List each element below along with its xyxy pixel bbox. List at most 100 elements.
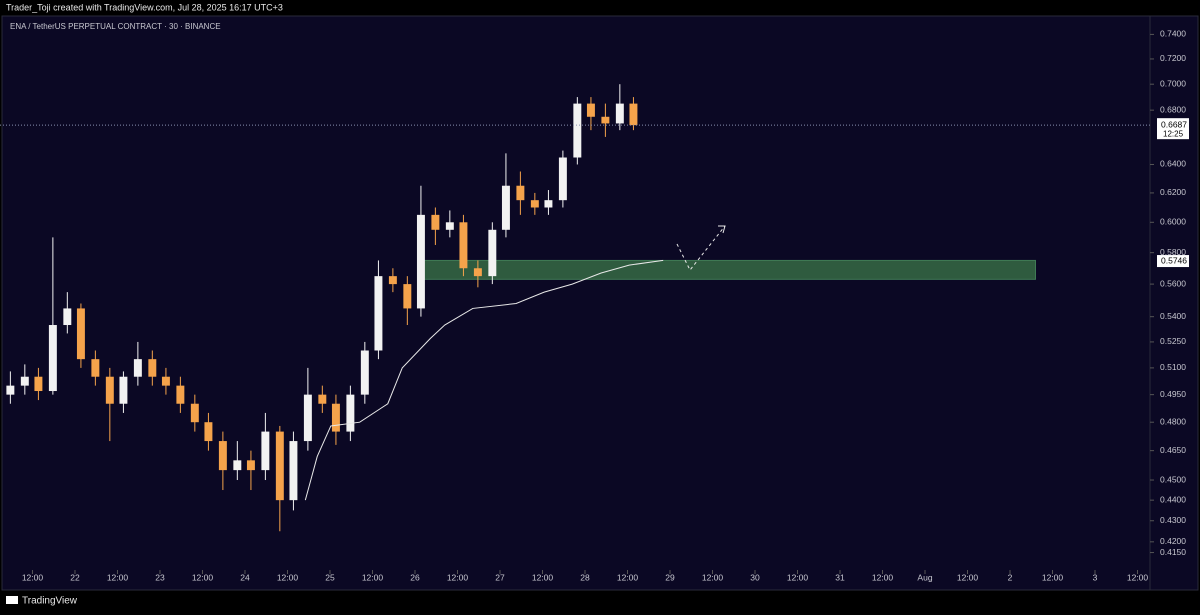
chart-panel	[1, 15, 1199, 591]
y-tick-label: 0.5100	[1160, 362, 1186, 372]
x-tick-label: 27	[495, 572, 505, 582]
candle-body	[403, 284, 412, 309]
candle-body	[275, 431, 284, 501]
y-tick-label: 0.6400	[1160, 159, 1186, 169]
candle-body	[176, 385, 185, 404]
logo	[6, 596, 18, 604]
x-tick-label: 24	[240, 572, 250, 582]
footer: TradingView	[22, 596, 78, 607]
x-tick-label: Aug	[917, 572, 932, 582]
candle-body	[119, 376, 128, 404]
x-tick-label: 28	[580, 572, 590, 582]
support-zone	[422, 259, 1037, 280]
x-tick-label: 12:00	[787, 572, 809, 582]
x-tick-label: 25	[325, 572, 335, 582]
x-tick-label: 12:00	[872, 572, 894, 582]
x-tick-label: 12:00	[362, 572, 384, 582]
candle-body	[558, 157, 567, 201]
candle-body	[91, 359, 100, 377]
y-tick-label: 0.5800	[1160, 247, 1186, 257]
zone-price-label: 0.5746	[1161, 255, 1187, 265]
projection-arrow	[676, 225, 726, 271]
vwap-line	[304, 259, 664, 501]
zone-price-tag	[1157, 255, 1189, 268]
x-tick-label: 12:00	[1042, 572, 1064, 582]
candle-body	[374, 276, 383, 351]
candle-body	[20, 376, 29, 386]
y-tick-label: 0.6800	[1160, 104, 1186, 114]
candle-body	[416, 214, 425, 309]
candle-body	[190, 403, 199, 423]
arrow-head	[718, 225, 726, 234]
candle-body	[615, 103, 624, 124]
candle-body	[388, 276, 397, 285]
candle-body	[501, 185, 510, 230]
x-tick-label: 12:00	[447, 572, 469, 582]
candle-body	[530, 200, 539, 208]
candle-body	[233, 460, 242, 471]
candle-body	[6, 385, 15, 395]
candle-body	[586, 103, 595, 117]
x-tick-label: 12:00	[107, 572, 129, 582]
y-tick-label: 0.7400	[1160, 29, 1186, 39]
candle-body	[544, 200, 553, 208]
footer-bar	[0, 591, 1200, 610]
candle-body	[445, 222, 454, 230]
x-tick-label: 12:00	[192, 572, 214, 582]
symbol-title: ENA / TetherUS PERPETUAL CONTRACT · 30 ·…	[10, 22, 221, 31]
x-tick-label: 2	[1008, 572, 1013, 582]
candle-body	[148, 359, 157, 377]
x-tick-label: 12:00	[617, 572, 639, 582]
candle-body	[488, 229, 497, 277]
x-tick-label: 26	[410, 572, 420, 582]
candle-body	[573, 103, 582, 158]
candle-body	[161, 376, 170, 386]
x-tick-label: 12:00	[702, 572, 724, 582]
candle-body	[48, 325, 57, 392]
last-price-tag	[1157, 118, 1189, 140]
candle-body	[76, 308, 85, 360]
y-tick-label: 0.4400	[1160, 494, 1186, 504]
x-tick-label: 3	[1093, 572, 1098, 582]
y-tick-label: 0.7200	[1160, 53, 1186, 63]
candle-body	[289, 441, 298, 501]
candle-body	[331, 403, 340, 432]
candle-body	[318, 394, 327, 404]
header: Trader_Toji created with TradingView.com…	[6, 2, 283, 12]
candle-body	[360, 350, 369, 395]
y-tick-label: 0.6200	[1160, 187, 1186, 197]
candle-body	[516, 185, 525, 201]
y-tick-label: 0.5250	[1160, 336, 1186, 346]
candle-body	[204, 422, 213, 442]
last-price-label: 0.6687	[1161, 119, 1187, 129]
candle-body	[459, 222, 468, 269]
x-tick-label: 29	[665, 572, 675, 582]
y-tick-label: 0.4200	[1160, 536, 1186, 546]
y-tick-label: 0.5600	[1160, 278, 1186, 288]
x-tick-label: 31	[835, 572, 845, 582]
candle-body	[246, 460, 255, 471]
x-tick-label: 12:00	[957, 572, 979, 582]
y-tick-label: 0.7000	[1160, 78, 1186, 88]
candle-body	[303, 394, 312, 442]
candle-body	[473, 268, 482, 277]
y-tick-label: 0.4950	[1160, 389, 1186, 399]
candle-body	[629, 103, 638, 126]
x-tick-label: 30	[750, 572, 760, 582]
y-tick-label: 0.5400	[1160, 311, 1186, 321]
x-tick-label: 12:00	[1127, 572, 1149, 582]
plot: 0.7400 0.7200 0.7000 0.6800 0.6400 0.6200 0.60…	[0, 29, 1189, 582]
x-tick-label: 22	[70, 572, 80, 582]
candle-body	[34, 376, 43, 392]
y-tick-label: 0.4800	[1160, 416, 1186, 426]
y-tick-label: 0.4300	[1160, 515, 1186, 525]
candle-body	[218, 441, 227, 471]
x-tick-label: 12:00	[22, 572, 44, 582]
candle-body	[105, 376, 114, 404]
x-tick-label: 12:00	[532, 572, 554, 582]
candle-body	[133, 359, 142, 377]
y-tick-label: 0.6000	[1160, 217, 1186, 227]
x-tick-label: 23	[155, 572, 165, 582]
